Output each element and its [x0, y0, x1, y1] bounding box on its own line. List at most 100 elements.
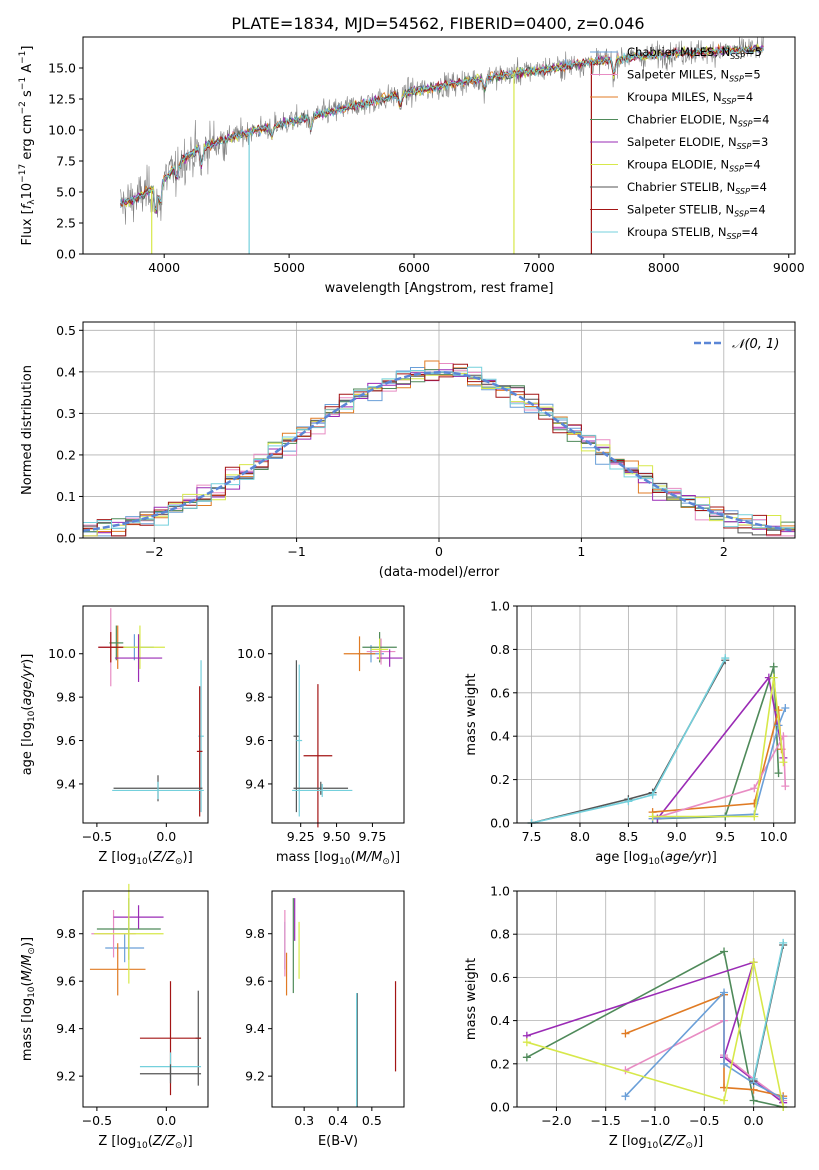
ageZ-x-label: Z [log10(Z/Z⊙)] [98, 850, 192, 867]
wAge-y-label: mass weight [464, 673, 479, 755]
x-tick-label: 7000 [523, 260, 555, 275]
massZ-x-label: Z [log10(Z/Z⊙)] [98, 1134, 192, 1151]
plus-marker [779, 1094, 788, 1103]
weight-series-line [531, 657, 727, 824]
histogram-marks [82, 360, 796, 537]
y-tick-label: 9.8 [56, 926, 76, 941]
histogram-y-label: Normed distribution [20, 365, 35, 495]
x-tick-label: 8.5 [618, 829, 638, 844]
y-tick-label: 10.0 [237, 646, 265, 661]
wZ-grid [517, 890, 795, 1108]
mass-vs-extinction-panel: 0.3 0.4 0.5 9.2 9.4 9.6 9.8 E(B-V) [245, 890, 405, 1149]
plus-marker [781, 703, 790, 712]
y-tick-label: 5.0 [56, 185, 76, 200]
weight-vs-age-panel: 7.5 8.0 8.5 9.0 9.5 10.0 0.0 0.2 0.4 0.6 0.8 1.0 a… [464, 599, 796, 867]
legend-label: Kroupa ELODIE, NSSP=4 [627, 158, 761, 174]
wAge-marks [527, 654, 790, 827]
x-tick-label: 0.0 [156, 1113, 176, 1128]
plus-marker [779, 758, 788, 767]
y-tick-label: 0.4 [490, 1013, 510, 1028]
plus-marker [720, 947, 729, 956]
x-tick-label: −1.5 [591, 1113, 621, 1128]
legend-label: Salpeter ELODIE, NSSP=3 [627, 135, 768, 151]
x-tick-label: 0.3 [294, 1113, 314, 1128]
x-tick-label: 0 [435, 544, 443, 559]
plus-marker [720, 1059, 729, 1068]
ageM-x-label: mass [log10(M/M⊙)] [276, 850, 400, 867]
x-tick-label: 6000 [398, 260, 430, 275]
spectrum-x-ticks: 4000 5000 6000 7000 8000 9000 [148, 254, 805, 275]
age-vs-mass-panel: 9.25 9.50 9.75 9.4 9.6 9.8 10.0 mass [log10(M… [237, 605, 405, 867]
wAge-x-label: age [log10(age/yr)] [595, 850, 717, 867]
legend-label: Chabrier MILES, NSSP=5 [627, 45, 762, 61]
ageM-y-ticks: 9.4 9.6 9.8 10.0 [237, 646, 272, 791]
legend-label: Chabrier STELIB, NSSP=4 [627, 180, 767, 196]
y-tick-label: 9.2 [56, 1069, 76, 1084]
spectrum-y-label: Flux [fλ10−17 erg cm−2 s−1 A−1] [18, 46, 37, 246]
gauss-legend-label: 𝒩(0, 1) [732, 337, 779, 352]
y-tick-label: 0.5 [56, 323, 76, 338]
y-tick-label: 0.6 [490, 685, 510, 700]
weight-vs-metallicity-panel: −2.0 −1.5 −1.0 −0.5 0.0 0.0 0.2 0.4 0.6 0.8 1.0 Z… [464, 884, 796, 1151]
histogram-x-ticks: −2 −1 0 1 2 [145, 538, 728, 559]
mass-vs-metallicity-panel: −0.5 0.0 9.2 9.4 9.6 9.8 Z [log10(Z/Z⊙)] mas… [20, 883, 209, 1151]
x-tick-label: 7.5 [522, 829, 542, 844]
y-tick-label: 10.0 [48, 646, 76, 661]
plus-marker [769, 662, 778, 671]
figure-title: PLATE=1834, MJD=54562, FIBERID=0400, z=0… [231, 14, 644, 33]
massZ-y-label: mass [log10(M/M⊙)] [20, 937, 37, 1061]
x-tick-label: 5000 [273, 260, 305, 275]
massZ-y-ticks: 9.2 9.4 9.6 9.8 [56, 926, 83, 1084]
x-tick-label: 0.4 [328, 1113, 348, 1128]
plus-marker [749, 1074, 758, 1083]
massZ-x-ticks: −0.5 0.0 [82, 1107, 176, 1128]
histogram-legend: 𝒩(0, 1) [694, 337, 779, 352]
wZ-axes-frame [516, 890, 796, 1108]
massE-marks [284, 898, 397, 1107]
ageM-x-ticks: 9.25 9.50 9.75 [287, 823, 386, 844]
plus-marker [648, 790, 657, 799]
plus-marker [721, 654, 730, 663]
massZ-axes-frame [82, 890, 209, 1108]
plus-marker [720, 1096, 729, 1105]
massE-axes-frame [271, 890, 405, 1108]
x-tick-label: 9.5 [715, 829, 735, 844]
y-tick-label: 0.2 [490, 1056, 510, 1071]
spectrum-y-ticks: 0.0 2.5 5.0 7.5 10.0 12.5 15.0 [48, 61, 83, 262]
x-tick-label: 0.0 [744, 1113, 764, 1128]
plus-marker [720, 988, 729, 997]
wZ-y-label: mass weight [464, 958, 479, 1040]
wAge-axes-frame [516, 605, 796, 824]
y-tick-label: 0.3 [56, 406, 76, 421]
age-vs-metallicity-panel: −0.5 0.0 9.4 9.6 9.8 10.0 Z [log10(Z/Z⊙)] ag… [20, 605, 209, 867]
y-tick-label: 0.0 [56, 247, 76, 262]
y-tick-label: 15.0 [48, 61, 76, 76]
x-tick-label: −0.5 [82, 829, 112, 844]
x-tick-label: 9000 [773, 260, 805, 275]
wZ-y-ticks: 0.0 0.2 0.4 0.6 0.8 1.0 [490, 884, 517, 1115]
y-tick-label: 0.1 [56, 489, 76, 504]
massE-x-ticks: 0.3 0.4 0.5 [294, 1107, 382, 1128]
legend-label: Salpeter MILES, NSSP=5 [627, 68, 761, 84]
plus-marker [769, 673, 778, 682]
y-tick-label: 0.2 [56, 447, 76, 462]
plus-marker [522, 1053, 531, 1062]
spectrum-x-label: wavelength [Angstrom, rest frame] [325, 281, 554, 296]
y-tick-label: 0.2 [490, 772, 510, 787]
x-tick-label: −2 [145, 544, 163, 559]
legend-label: Chabrier ELODIE, NSSP=4 [627, 113, 769, 129]
plus-marker [749, 1096, 758, 1105]
legend-label: Kroupa MILES, NSSP=4 [627, 90, 753, 106]
gaussian-curve [82, 371, 796, 532]
plus-marker [779, 938, 788, 947]
y-tick-label: 0.4 [490, 729, 510, 744]
plus-marker [781, 782, 790, 791]
model-spectrum-line [120, 46, 764, 211]
x-tick-label: 8000 [648, 260, 680, 275]
x-tick-label: −0.5 [82, 1113, 112, 1128]
residual-histogram-panel: −2 −1 0 1 2 0.0 0.1 0.2 0.3 0.4 0.5 (data-model)/… [20, 321, 796, 580]
histogram-step-line [83, 363, 795, 537]
x-tick-label: −2.0 [541, 1113, 571, 1128]
legend-label: Kroupa STELIB, NSSP=4 [627, 225, 758, 241]
